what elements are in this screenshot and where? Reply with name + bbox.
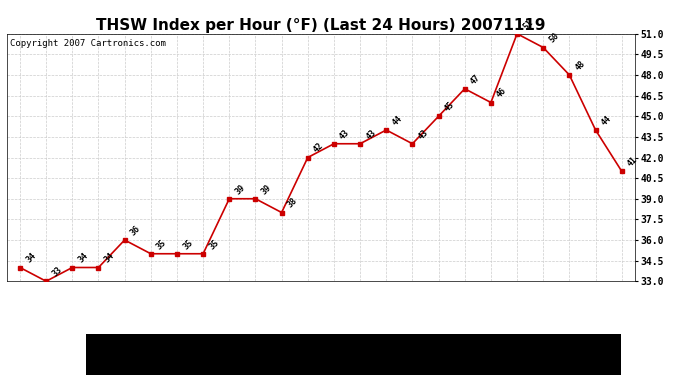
Text: 33: 33 [50, 265, 63, 279]
Text: 45: 45 [443, 100, 456, 114]
Text: 43: 43 [417, 128, 430, 141]
Text: 43: 43 [364, 128, 377, 141]
Text: 38: 38 [286, 196, 299, 210]
Text: 39: 39 [259, 183, 273, 196]
Text: 41: 41 [626, 155, 640, 168]
Text: 34: 34 [77, 251, 90, 265]
Text: 34: 34 [103, 251, 116, 265]
Text: 35: 35 [181, 237, 195, 251]
Text: 44: 44 [391, 114, 404, 127]
Text: 39: 39 [233, 183, 247, 196]
Text: 50: 50 [547, 31, 561, 45]
Text: 42: 42 [312, 141, 326, 155]
Text: 44: 44 [600, 114, 613, 127]
Text: 35: 35 [155, 237, 168, 251]
Text: 48: 48 [573, 59, 587, 72]
Text: 34: 34 [24, 251, 37, 265]
Text: 35: 35 [207, 237, 221, 251]
Text: 36: 36 [129, 224, 142, 237]
Text: 51: 51 [521, 18, 535, 31]
Text: Copyright 2007 Cartronics.com: Copyright 2007 Cartronics.com [10, 39, 166, 48]
Text: 46: 46 [495, 86, 509, 100]
Title: THSW Index per Hour (°F) (Last 24 Hours) 20071119: THSW Index per Hour (°F) (Last 24 Hours)… [96, 18, 546, 33]
Text: 47: 47 [469, 72, 482, 86]
Text: 43: 43 [338, 128, 351, 141]
